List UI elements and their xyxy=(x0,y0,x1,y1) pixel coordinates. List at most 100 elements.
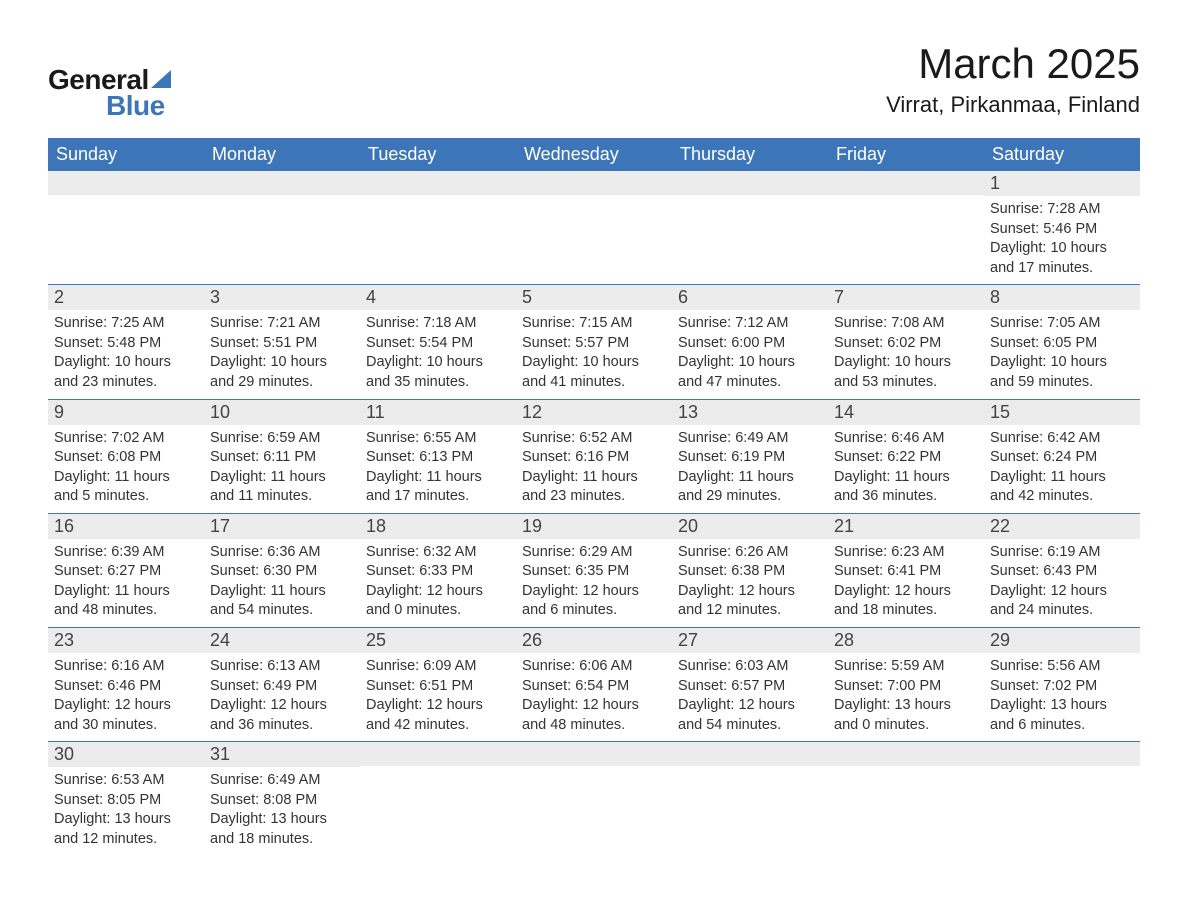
day-header: Saturday xyxy=(984,138,1140,171)
day-body: Sunrise: 7:25 AMSunset: 5:48 PMDaylight:… xyxy=(48,310,204,398)
day-body xyxy=(360,195,516,205)
sunset-line: Sunset: 6:57 PM xyxy=(678,677,822,697)
day-header: Monday xyxy=(204,138,360,171)
day-body: Sunrise: 7:05 AMSunset: 6:05 PMDaylight:… xyxy=(984,310,1140,398)
day-body: Sunrise: 6:49 AMSunset: 8:08 PMDaylight:… xyxy=(204,767,360,855)
sunrise-line: Sunrise: 6:13 AM xyxy=(210,657,354,677)
sunrise-line: Sunrise: 5:56 AM xyxy=(990,657,1134,677)
day-number: 29 xyxy=(984,628,1140,653)
day-header: Friday xyxy=(828,138,984,171)
sunset-line: Sunset: 5:46 PM xyxy=(990,220,1134,240)
sunrise-line: Sunrise: 6:09 AM xyxy=(366,657,510,677)
daylight-line: Daylight: 10 hours and 35 minutes. xyxy=(366,353,510,392)
calendar-week: 1Sunrise: 7:28 AMSunset: 5:46 PMDaylight… xyxy=(48,171,1140,285)
sunset-line: Sunset: 6:46 PM xyxy=(54,677,198,697)
calendar-cell xyxy=(516,171,672,284)
day-body: Sunrise: 6:49 AMSunset: 6:19 PMDaylight:… xyxy=(672,425,828,513)
calendar-cell: 12Sunrise: 6:52 AMSunset: 6:16 PMDayligh… xyxy=(516,400,672,513)
day-number: 6 xyxy=(672,285,828,310)
day-body: Sunrise: 6:29 AMSunset: 6:35 PMDaylight:… xyxy=(516,539,672,627)
logo-triangle-icon xyxy=(151,70,171,88)
daylight-line: Daylight: 12 hours and 42 minutes. xyxy=(366,696,510,735)
day-number xyxy=(672,171,828,195)
day-body: Sunrise: 7:21 AMSunset: 5:51 PMDaylight:… xyxy=(204,310,360,398)
day-number: 16 xyxy=(48,514,204,539)
sunrise-line: Sunrise: 6:16 AM xyxy=(54,657,198,677)
day-number: 12 xyxy=(516,400,672,425)
sunrise-line: Sunrise: 6:46 AM xyxy=(834,429,978,449)
day-number: 7 xyxy=(828,285,984,310)
calendar-cell xyxy=(828,742,984,855)
calendar-cell: 17Sunrise: 6:36 AMSunset: 6:30 PMDayligh… xyxy=(204,514,360,627)
sunset-line: Sunset: 8:08 PM xyxy=(210,791,354,811)
sunset-line: Sunset: 5:54 PM xyxy=(366,334,510,354)
sunset-line: Sunset: 6:05 PM xyxy=(990,334,1134,354)
day-body: Sunrise: 6:52 AMSunset: 6:16 PMDaylight:… xyxy=(516,425,672,513)
sunrise-line: Sunrise: 6:19 AM xyxy=(990,543,1134,563)
calendar-cell: 27Sunrise: 6:03 AMSunset: 6:57 PMDayligh… xyxy=(672,628,828,741)
day-body: Sunrise: 5:56 AMSunset: 7:02 PMDaylight:… xyxy=(984,653,1140,741)
sunset-line: Sunset: 6:33 PM xyxy=(366,562,510,582)
sunset-line: Sunset: 7:00 PM xyxy=(834,677,978,697)
day-body: Sunrise: 6:46 AMSunset: 6:22 PMDaylight:… xyxy=(828,425,984,513)
sunrise-line: Sunrise: 6:49 AM xyxy=(678,429,822,449)
day-body: Sunrise: 7:12 AMSunset: 6:00 PMDaylight:… xyxy=(672,310,828,398)
day-body: Sunrise: 6:42 AMSunset: 6:24 PMDaylight:… xyxy=(984,425,1140,513)
sunset-line: Sunset: 6:08 PM xyxy=(54,448,198,468)
day-header: Sunday xyxy=(48,138,204,171)
daylight-line: Daylight: 11 hours and 23 minutes. xyxy=(522,468,666,507)
day-body: Sunrise: 6:55 AMSunset: 6:13 PMDaylight:… xyxy=(360,425,516,513)
calendar-cell: 6Sunrise: 7:12 AMSunset: 6:00 PMDaylight… xyxy=(672,285,828,398)
page-title: March 2025 xyxy=(886,40,1140,88)
daylight-line: Daylight: 13 hours and 18 minutes. xyxy=(210,810,354,849)
day-number xyxy=(204,171,360,195)
sunset-line: Sunset: 5:51 PM xyxy=(210,334,354,354)
daylight-line: Daylight: 10 hours and 53 minutes. xyxy=(834,353,978,392)
day-number: 2 xyxy=(48,285,204,310)
calendar-cell: 10Sunrise: 6:59 AMSunset: 6:11 PMDayligh… xyxy=(204,400,360,513)
day-body: Sunrise: 7:08 AMSunset: 6:02 PMDaylight:… xyxy=(828,310,984,398)
day-body: Sunrise: 7:15 AMSunset: 5:57 PMDaylight:… xyxy=(516,310,672,398)
daylight-line: Daylight: 10 hours and 41 minutes. xyxy=(522,353,666,392)
daylight-line: Daylight: 12 hours and 48 minutes. xyxy=(522,696,666,735)
day-body: Sunrise: 6:09 AMSunset: 6:51 PMDaylight:… xyxy=(360,653,516,741)
sunset-line: Sunset: 6:13 PM xyxy=(366,448,510,468)
calendar-cell: 4Sunrise: 7:18 AMSunset: 5:54 PMDaylight… xyxy=(360,285,516,398)
day-body: Sunrise: 6:53 AMSunset: 8:05 PMDaylight:… xyxy=(48,767,204,855)
calendar-cell: 18Sunrise: 6:32 AMSunset: 6:33 PMDayligh… xyxy=(360,514,516,627)
day-number: 4 xyxy=(360,285,516,310)
day-body xyxy=(516,766,672,776)
calendar-cell: 22Sunrise: 6:19 AMSunset: 6:43 PMDayligh… xyxy=(984,514,1140,627)
calendar-header-row: Sunday Monday Tuesday Wednesday Thursday… xyxy=(48,138,1140,171)
sunset-line: Sunset: 5:57 PM xyxy=(522,334,666,354)
sunrise-line: Sunrise: 6:39 AM xyxy=(54,543,198,563)
daylight-line: Daylight: 11 hours and 48 minutes. xyxy=(54,582,198,621)
day-body: Sunrise: 7:02 AMSunset: 6:08 PMDaylight:… xyxy=(48,425,204,513)
daylight-line: Daylight: 11 hours and 36 minutes. xyxy=(834,468,978,507)
day-number xyxy=(828,742,984,766)
day-number: 27 xyxy=(672,628,828,653)
daylight-line: Daylight: 11 hours and 17 minutes. xyxy=(366,468,510,507)
daylight-line: Daylight: 12 hours and 18 minutes. xyxy=(834,582,978,621)
daylight-line: Daylight: 11 hours and 29 minutes. xyxy=(678,468,822,507)
day-body: Sunrise: 6:32 AMSunset: 6:33 PMDaylight:… xyxy=(360,539,516,627)
calendar-cell xyxy=(672,171,828,284)
day-number: 28 xyxy=(828,628,984,653)
day-header: Thursday xyxy=(672,138,828,171)
sunset-line: Sunset: 6:19 PM xyxy=(678,448,822,468)
day-body xyxy=(984,766,1140,776)
sunset-line: Sunset: 6:11 PM xyxy=(210,448,354,468)
day-body: Sunrise: 7:18 AMSunset: 5:54 PMDaylight:… xyxy=(360,310,516,398)
day-body xyxy=(828,195,984,205)
calendar-cell xyxy=(204,171,360,284)
day-header: Wednesday xyxy=(516,138,672,171)
calendar-cell: 8Sunrise: 7:05 AMSunset: 6:05 PMDaylight… xyxy=(984,285,1140,398)
calendar-cell: 24Sunrise: 6:13 AMSunset: 6:49 PMDayligh… xyxy=(204,628,360,741)
calendar-cell: 20Sunrise: 6:26 AMSunset: 6:38 PMDayligh… xyxy=(672,514,828,627)
daylight-line: Daylight: 11 hours and 42 minutes. xyxy=(990,468,1134,507)
day-number: 8 xyxy=(984,285,1140,310)
calendar-cell: 5Sunrise: 7:15 AMSunset: 5:57 PMDaylight… xyxy=(516,285,672,398)
daylight-line: Daylight: 13 hours and 0 minutes. xyxy=(834,696,978,735)
calendar: Sunday Monday Tuesday Wednesday Thursday… xyxy=(48,138,1140,856)
sunset-line: Sunset: 6:16 PM xyxy=(522,448,666,468)
